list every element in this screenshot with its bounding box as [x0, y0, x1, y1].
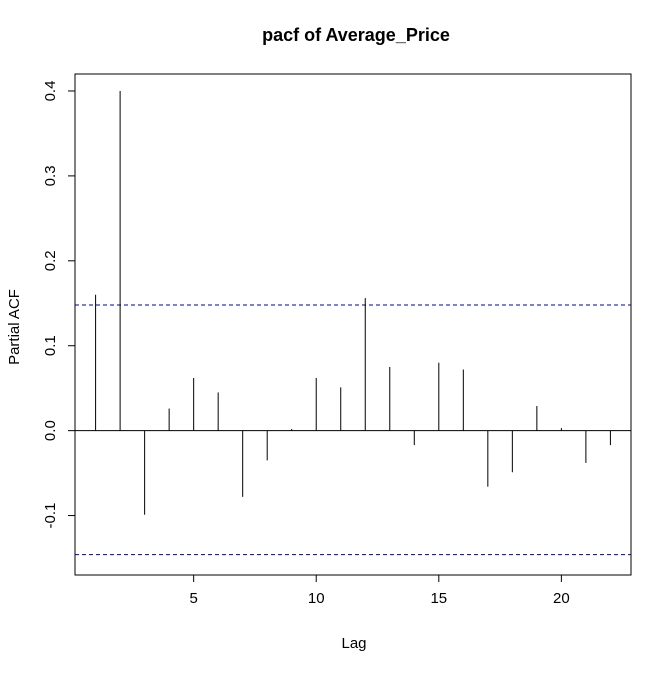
- y-tick-label-3: 0.2: [42, 250, 59, 271]
- y-tick-label-4: 0.3: [42, 165, 59, 186]
- x-tick-label-5: 5: [189, 590, 197, 607]
- x-tick-label-10: 10: [308, 590, 325, 607]
- y-tick-label-5: 0.4: [42, 81, 59, 102]
- y-tick-label-0: -0.1: [42, 503, 59, 529]
- x-axis-label: Lag: [341, 635, 366, 652]
- y-tick-label-1: 0.0: [42, 420, 59, 441]
- y-tick-label-2: 0.1: [42, 335, 59, 356]
- plot-area: 5 10 15 20 -0.1 0.0 0.1 0.2 0.3 0.4: [42, 73, 632, 607]
- plot-frame: [74, 73, 632, 576]
- y-axis-label: Partial ACF: [6, 289, 23, 365]
- x-tick-label-15: 15: [430, 590, 447, 607]
- x-tick-label-20: 20: [553, 590, 570, 607]
- chart-title: pacf of Average_Price: [262, 25, 450, 45]
